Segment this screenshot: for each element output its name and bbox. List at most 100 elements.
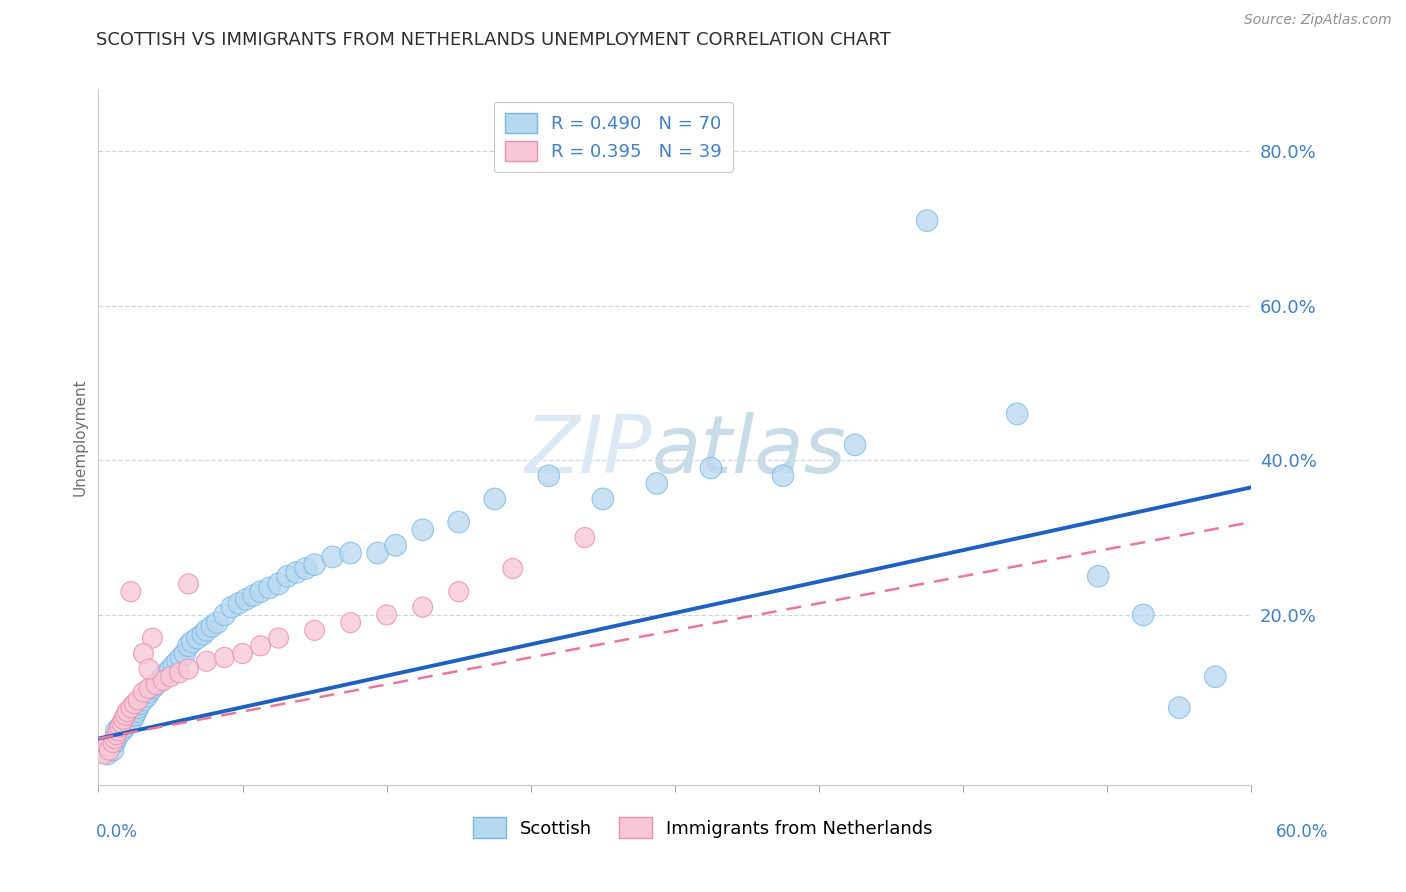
Text: ZIP: ZIP: [524, 412, 652, 490]
Ellipse shape: [110, 716, 131, 738]
Ellipse shape: [105, 728, 128, 749]
Ellipse shape: [104, 729, 125, 748]
Ellipse shape: [170, 647, 193, 668]
Text: 60.0%: 60.0%: [1277, 822, 1329, 840]
Ellipse shape: [142, 678, 163, 699]
Ellipse shape: [193, 624, 214, 645]
Ellipse shape: [385, 534, 406, 556]
Ellipse shape: [107, 724, 127, 745]
Ellipse shape: [129, 693, 150, 714]
Ellipse shape: [117, 708, 138, 730]
Ellipse shape: [97, 743, 118, 764]
Ellipse shape: [269, 628, 288, 648]
Ellipse shape: [285, 562, 308, 583]
Ellipse shape: [449, 511, 470, 533]
Ellipse shape: [105, 720, 128, 741]
Text: SCOTTISH VS IMMIGRANTS FROM NETHERLANDS UNEMPLOYMENT CORRELATION CHART: SCOTTISH VS IMMIGRANTS FROM NETHERLANDS …: [96, 31, 890, 49]
Ellipse shape: [156, 662, 177, 683]
Ellipse shape: [132, 690, 155, 711]
Ellipse shape: [94, 744, 114, 764]
Ellipse shape: [167, 650, 188, 672]
Ellipse shape: [412, 519, 433, 541]
Ellipse shape: [103, 739, 124, 761]
Ellipse shape: [118, 713, 139, 734]
Ellipse shape: [160, 658, 181, 680]
Ellipse shape: [120, 705, 142, 726]
Legend: R = 0.490   N = 70, R = 0.395   N = 39: R = 0.490 N = 70, R = 0.395 N = 39: [494, 102, 733, 172]
Ellipse shape: [592, 488, 613, 509]
Ellipse shape: [232, 643, 253, 664]
Ellipse shape: [181, 632, 202, 653]
Ellipse shape: [149, 670, 170, 691]
Ellipse shape: [139, 659, 159, 679]
Ellipse shape: [134, 643, 153, 664]
Y-axis label: Unemployment: Unemployment: [72, 378, 87, 496]
Ellipse shape: [340, 613, 360, 632]
Ellipse shape: [243, 585, 264, 607]
Ellipse shape: [128, 690, 148, 710]
Ellipse shape: [187, 627, 208, 648]
Ellipse shape: [125, 701, 148, 723]
Ellipse shape: [103, 732, 122, 753]
Ellipse shape: [124, 705, 145, 726]
Ellipse shape: [250, 636, 270, 656]
Ellipse shape: [108, 721, 128, 741]
Ellipse shape: [201, 615, 222, 637]
Ellipse shape: [1132, 604, 1154, 625]
Ellipse shape: [139, 678, 159, 698]
Ellipse shape: [134, 682, 153, 702]
Ellipse shape: [214, 604, 235, 625]
Ellipse shape: [136, 685, 157, 706]
Ellipse shape: [917, 210, 938, 231]
Ellipse shape: [153, 671, 173, 690]
Ellipse shape: [235, 589, 257, 610]
Ellipse shape: [100, 740, 120, 760]
Ellipse shape: [377, 605, 396, 625]
Ellipse shape: [138, 681, 160, 703]
Ellipse shape: [1007, 403, 1028, 425]
Ellipse shape: [277, 566, 298, 587]
Ellipse shape: [104, 731, 125, 753]
Ellipse shape: [1087, 566, 1109, 587]
Ellipse shape: [114, 709, 134, 730]
Ellipse shape: [146, 674, 166, 695]
Text: 0.0%: 0.0%: [96, 822, 138, 840]
Ellipse shape: [152, 666, 174, 688]
Ellipse shape: [127, 697, 149, 718]
Ellipse shape: [122, 708, 143, 730]
Ellipse shape: [340, 542, 361, 564]
Ellipse shape: [107, 724, 129, 746]
Ellipse shape: [145, 673, 167, 695]
Ellipse shape: [170, 663, 190, 683]
Ellipse shape: [121, 582, 141, 602]
Ellipse shape: [503, 558, 523, 579]
Ellipse shape: [700, 458, 721, 479]
Ellipse shape: [267, 574, 290, 595]
Ellipse shape: [117, 701, 138, 722]
Ellipse shape: [645, 473, 668, 494]
Ellipse shape: [322, 546, 343, 567]
Text: atlas: atlas: [652, 412, 846, 490]
Ellipse shape: [177, 635, 200, 657]
Ellipse shape: [367, 542, 388, 564]
Ellipse shape: [174, 643, 195, 665]
Ellipse shape: [484, 488, 506, 509]
Ellipse shape: [121, 698, 141, 718]
Ellipse shape: [160, 666, 180, 687]
Legend: Scottish, Immigrants from Netherlands: Scottish, Immigrants from Netherlands: [465, 810, 941, 846]
Ellipse shape: [111, 720, 132, 741]
Ellipse shape: [228, 592, 250, 614]
Ellipse shape: [295, 558, 316, 579]
Ellipse shape: [142, 628, 162, 648]
Ellipse shape: [221, 597, 243, 618]
Ellipse shape: [207, 612, 228, 633]
Ellipse shape: [110, 717, 129, 737]
Ellipse shape: [115, 706, 135, 725]
Ellipse shape: [413, 597, 433, 617]
Ellipse shape: [179, 574, 198, 594]
Ellipse shape: [115, 716, 136, 738]
Ellipse shape: [215, 648, 235, 667]
Ellipse shape: [195, 620, 218, 641]
Ellipse shape: [538, 465, 560, 486]
Ellipse shape: [163, 655, 186, 676]
